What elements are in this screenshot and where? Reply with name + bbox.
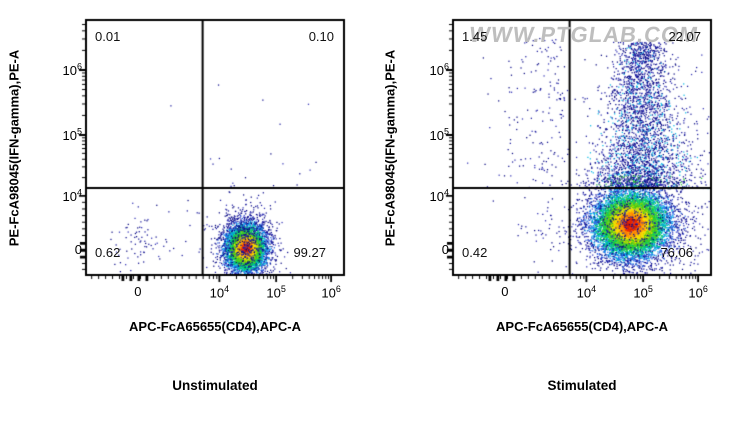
quadrant-label-lower-right: 76.06 xyxy=(660,245,693,260)
quadrant-label-upper-left: 1.45 xyxy=(462,29,488,44)
x-tick-label: 106 xyxy=(321,284,341,301)
panel-stimulated: WWW.PTGLAB.COM 1.45 22.07 0.42 76.06 PE-… xyxy=(365,0,731,429)
quadrant-label-upper-right: 22.07 xyxy=(668,29,701,44)
x-tick-label: 105 xyxy=(633,284,653,301)
x-axis-title: APC-FcA65655(CD4),APC-A xyxy=(129,319,301,334)
x-tick-label: 0 xyxy=(501,284,509,299)
y-axis-title: PE-FcA98045(IFN-gamma),PE-A xyxy=(382,49,398,246)
y-tick-label: 104 xyxy=(62,187,82,204)
y-tick-label: 106 xyxy=(62,61,82,78)
panel-caption: Stimulated xyxy=(547,378,617,393)
quadrant-label-lower-left: 0.42 xyxy=(462,245,488,260)
y-tick-label: 105 xyxy=(62,126,82,143)
x-tick-label: 104 xyxy=(209,284,230,301)
scatter-plot-canvas-stimulated xyxy=(365,0,731,310)
panel-caption: Unstimulated xyxy=(172,378,258,393)
quadrant-label-upper-right: 0.10 xyxy=(308,29,334,44)
x-tick-label: 104 xyxy=(576,284,597,301)
quadrant-label-lower-left: 0.62 xyxy=(95,245,121,260)
panel-unstimulated: WWW.PTGLAB.COM 0.01 0.10 0.62 99.27 PE-F… xyxy=(0,0,366,393)
y-tick-label: 104 xyxy=(429,187,449,204)
x-tick-label: 0 xyxy=(134,284,142,299)
quadrant-label-upper-left: 0.01 xyxy=(95,29,121,44)
x-tick-label: 105 xyxy=(266,284,286,301)
quadrant-label-lower-right: 99.27 xyxy=(293,245,326,260)
x-axis-title: APC-FcA65655(CD4),APC-A xyxy=(496,319,668,334)
y-tick-label: 0 xyxy=(74,242,82,258)
scatter-plot-canvas-unstimulated xyxy=(0,0,366,310)
x-tick-label: 106 xyxy=(688,284,708,301)
y-tick-label: 106 xyxy=(429,61,449,78)
y-axis-title: PE-FcA98045(IFN-gamma),PE-A xyxy=(6,49,22,246)
y-tick-label: 105 xyxy=(429,126,449,143)
y-tick-label: 0 xyxy=(441,242,449,258)
